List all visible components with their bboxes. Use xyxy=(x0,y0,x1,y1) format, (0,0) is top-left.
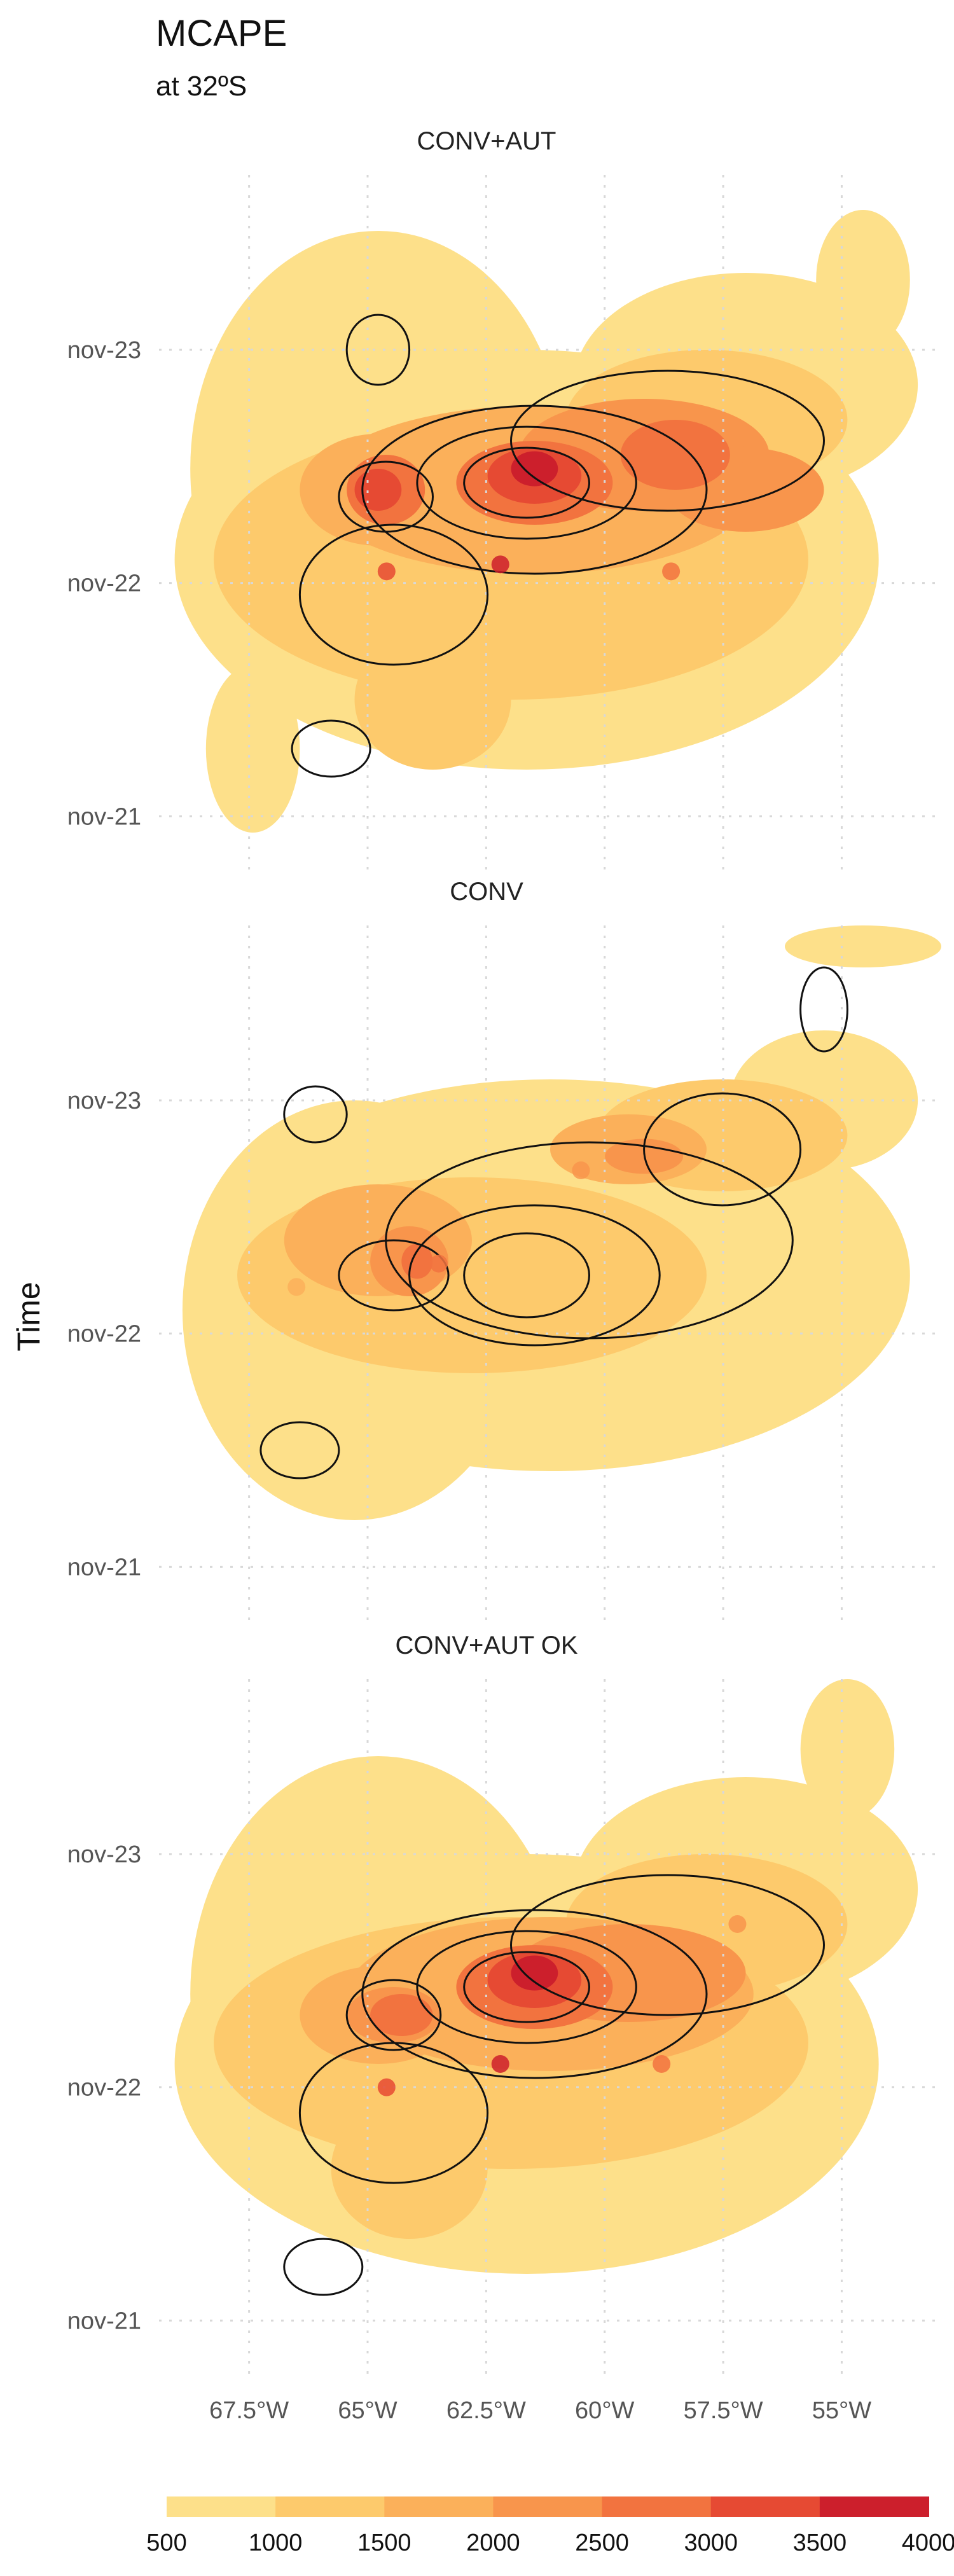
mcape-core-point xyxy=(377,562,396,581)
contour-line xyxy=(298,2042,489,2184)
mcape-field xyxy=(174,210,918,833)
panel-3: CONV+AUT OK nov-21 nov-22 nov-23 xyxy=(67,1631,941,2379)
colorbar-label: 3000 xyxy=(684,2530,738,2556)
mcape-field xyxy=(182,925,941,1520)
colorbar-legend: 500 1000 1500 2000 2500 3000 3500 4000 xyxy=(146,2496,954,2556)
mcape-contour-fill xyxy=(785,925,941,967)
contour-line xyxy=(338,1239,450,1312)
colorbar-swatch xyxy=(384,2496,494,2517)
x-tick-label: 62.5°W xyxy=(446,2397,526,2424)
mcape-contour-fill xyxy=(354,469,402,511)
mcape-core-point xyxy=(738,446,756,464)
contour-line xyxy=(510,1874,825,2016)
y-tick-label: nov-22 xyxy=(67,1321,141,1348)
x-tick-label: 60°W xyxy=(575,2397,634,2424)
contour-line xyxy=(298,523,489,666)
contour-line xyxy=(338,460,434,533)
mcape-core-point xyxy=(429,1254,448,1273)
contour-line xyxy=(416,426,637,540)
line-contours xyxy=(291,314,825,778)
contour-line xyxy=(416,1930,637,2044)
line-contours xyxy=(259,966,848,1479)
x-tick-label: 65°W xyxy=(338,2397,397,2424)
line-contours xyxy=(283,1874,825,2296)
panel-1: CONV+AUT nov-21 nov-22 nov-23 xyxy=(67,127,941,875)
y-tick-label: nov-21 xyxy=(67,803,141,830)
contour-line xyxy=(463,1951,590,2023)
contour-line xyxy=(345,1979,442,2051)
colorbar-swatch xyxy=(493,2496,603,2517)
mcape-contour-fill xyxy=(511,1955,558,1991)
colorbar-swatch xyxy=(167,2496,277,2517)
mcape-contour-fill xyxy=(511,451,558,487)
panel-2: CONV nov-21 nov-22 nov-23 xyxy=(67,878,941,1625)
mcape-core-point xyxy=(377,2078,396,2096)
contour-line xyxy=(361,1909,708,2079)
colorbar-label: 4000 xyxy=(902,2530,954,2556)
x-tick-label: 55°W xyxy=(812,2397,871,2424)
colorbar-label: 1000 xyxy=(249,2530,303,2556)
panel-title: CONV+AUT OK xyxy=(395,1631,577,1659)
figure-title: MCAPE xyxy=(156,13,287,54)
mcape-contour-fill xyxy=(205,665,300,833)
y-tick-label: nov-23 xyxy=(67,337,141,364)
colorbar-label: 500 xyxy=(146,2530,186,2556)
mcape-core-point xyxy=(491,2055,509,2073)
mcape-core-point xyxy=(653,2055,671,2073)
mcape-contour-fill xyxy=(816,210,910,350)
mcape-core-point xyxy=(728,1915,747,1933)
contour-line xyxy=(799,966,848,1053)
colorbar-swatch xyxy=(819,2496,929,2517)
grid xyxy=(159,925,941,1625)
mcape-core-point xyxy=(491,555,509,574)
x-axis: 67.5°W 65°W 62.5°W 60°W 57.5°W 55°W xyxy=(209,2397,871,2424)
contour-line xyxy=(283,2238,364,2296)
panels: CONV+AUT nov-21 nov-22 nov-23 CONV nov-21 nov-… xyxy=(67,127,941,2379)
contour-line xyxy=(291,719,371,778)
mcape-contour-fill xyxy=(620,420,730,490)
mcape-core-point xyxy=(662,562,681,581)
colorbar-swatch xyxy=(710,2496,820,2517)
colorbar-label: 2500 xyxy=(575,2530,629,2556)
y-tick-label: nov-22 xyxy=(67,2075,141,2102)
contour-line xyxy=(283,1085,348,1144)
y-tick-label: nov-23 xyxy=(67,1088,141,1114)
contour-line xyxy=(361,405,708,575)
y-tick-label: nov-23 xyxy=(67,1841,141,1868)
contour-line xyxy=(408,1204,661,1347)
contour-line xyxy=(643,1092,802,1207)
colorbar-swatch xyxy=(602,2496,712,2517)
y-axis-label: Time xyxy=(11,1282,46,1351)
colorbar-swatch xyxy=(275,2496,385,2517)
mcape-contour-fill xyxy=(800,1679,895,1819)
contour-line xyxy=(345,314,411,386)
colorbar-label: 2000 xyxy=(466,2530,520,2556)
colorbar-label: 1500 xyxy=(357,2530,411,2556)
mcape-contour-fill xyxy=(370,1994,433,2036)
mcape-core-point xyxy=(287,1278,306,1296)
contour-line xyxy=(510,370,825,512)
mcape-contour-fill xyxy=(331,2099,488,2239)
contour-line xyxy=(463,447,590,519)
figure-subtitle: at 32ºS xyxy=(156,71,247,102)
colorbar-label: 3500 xyxy=(793,2530,847,2556)
grid xyxy=(159,175,941,875)
panel-title: CONV xyxy=(450,878,523,906)
contour-line xyxy=(463,1232,590,1319)
x-tick-label: 57.5°W xyxy=(684,2397,763,2424)
mcape-contour-fill xyxy=(354,630,511,770)
mcape-field xyxy=(174,1679,918,2274)
y-tick-label: nov-21 xyxy=(67,1554,141,1581)
y-tick-label: nov-21 xyxy=(67,2308,141,2334)
y-tick-label: nov-22 xyxy=(67,571,141,597)
x-tick-label: 67.5°W xyxy=(209,2397,289,2424)
panel-title: CONV+AUT xyxy=(417,127,556,155)
grid xyxy=(159,1679,941,2379)
contour-line xyxy=(259,1421,340,1479)
mcape-core-point xyxy=(572,1161,590,1179)
